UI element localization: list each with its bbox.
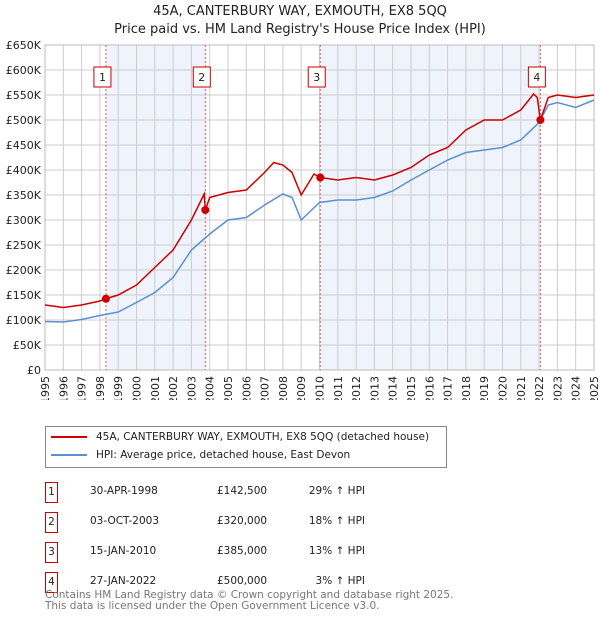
sale-marker-label: 2: [198, 71, 205, 84]
sale-point: [536, 116, 545, 124]
sale-number: 1: [45, 482, 58, 503]
legend-label: 45A, CANTERBURY WAY, EXMOUTH, EX8 5QQ (d…: [96, 431, 430, 443]
x-tick-label: 2006: [240, 376, 253, 400]
x-tick-label: 2007: [259, 376, 272, 400]
x-tick-label: 2021: [515, 376, 528, 400]
footer: Contains HM Land Registry data © Crown c…: [45, 590, 453, 612]
footer-line: This data is licensed under the Open Gov…: [45, 600, 380, 612]
legend-label: HPI: Average price, detached house, East…: [96, 449, 351, 461]
legend-item-hpi: HPI: Average price, detached house, East…: [51, 449, 350, 461]
sale-row: 3 15-JAN-2010 £385,000 13% ↑ HPI: [45, 542, 385, 563]
x-tick-label: 2000: [131, 376, 144, 400]
chart-subtitle: Price paid vs. HM Land Registry's House …: [114, 22, 486, 37]
y-tick-label: £300K: [6, 214, 42, 227]
legend-item-property: 45A, CANTERBURY WAY, EXMOUTH, EX8 5QQ (d…: [51, 431, 429, 443]
x-tick-label: 2020: [497, 376, 510, 400]
sale-marker-box: [93, 66, 112, 88]
x-tick-label: 1999: [112, 376, 125, 400]
footer-line: Contains HM Land Registry data © Crown c…: [45, 589, 454, 601]
sale-marker-box: [192, 66, 211, 88]
sale-marker-box: [527, 66, 546, 88]
sale-marker-label: 3: [313, 71, 320, 84]
sale-hpi: 13% ↑ HPI: [308, 545, 365, 557]
y-tick-label: £0: [27, 364, 41, 377]
legend: 45A, CANTERBURY WAY, EXMOUTH, EX8 5QQ (d…: [45, 426, 447, 468]
chart-title: 45A, CANTERBURY WAY, EXMOUTH, EX8 5QQ: [153, 4, 447, 19]
x-tick-label: 2009: [295, 376, 308, 400]
sale-hpi: 18% ↑ HPI: [308, 515, 365, 527]
x-tick-label: 2002: [167, 376, 180, 400]
sale-marker-box: [307, 66, 326, 88]
x-tick-label: 2022: [533, 376, 546, 400]
y-tick-label: £350K: [6, 189, 42, 202]
sale-price: £320,000: [217, 515, 268, 527]
shaded-range: [105, 45, 206, 370]
sale-row: 1 30-APR-1998 £142,500 29% ↑ HPI: [45, 482, 385, 503]
sale-hpi: 29% ↑ HPI: [308, 485, 365, 497]
sale-row: 2 03-OCT-2003 £320,000 18% ↑ HPI: [45, 512, 385, 533]
plot-area: 1995 1996 1997 1998 1999 2000 2001 2002 2003 2004…: [6, 39, 600, 400]
x-tick-label: 2014: [387, 376, 400, 400]
series-line: [44, 92, 595, 309]
sale-price: £500,000: [217, 575, 268, 587]
sale-date: 30-APR-1998: [90, 485, 158, 497]
sale-marker-label: 4: [533, 71, 540, 84]
x-tick-label: 1995: [39, 376, 52, 400]
sale-date: 15-JAN-2010: [90, 545, 157, 557]
x-tick-label: 2010: [314, 376, 327, 400]
x-tick-label: 2003: [185, 376, 198, 400]
sale-hpi: 3% ↑ HPI: [315, 575, 365, 587]
y-tick-label: £250K: [6, 239, 42, 252]
y-tick-label: £150K: [6, 289, 42, 302]
x-tick-label: 1997: [76, 376, 89, 400]
x-tick-label: 2018: [460, 376, 473, 400]
sale-point: [201, 206, 210, 214]
x-tick-label: 1996: [57, 376, 70, 400]
x-tick-label: 2008: [277, 376, 290, 400]
sale-price: £385,000: [217, 545, 268, 557]
x-tick-label: 2023: [551, 376, 564, 400]
sale-number: 3: [45, 542, 58, 563]
x-tick-label: 2011: [332, 376, 345, 400]
x-tick-label: 2005: [222, 376, 235, 400]
series-line: [44, 99, 595, 323]
y-tick-label: £600K: [6, 64, 42, 77]
sale-point: [316, 173, 325, 182]
sale-number: 2: [45, 512, 58, 533]
y-tick-label: £650K: [6, 39, 42, 52]
sale-date: 27-JAN-2022: [90, 575, 157, 587]
sale-point: [101, 294, 110, 303]
shaded-range: [320, 45, 541, 370]
x-tick-label: 2013: [368, 376, 381, 400]
y-tick-label: £400K: [6, 164, 42, 177]
x-tick-label: 2016: [423, 376, 436, 400]
x-tick-label: 2025: [588, 376, 600, 400]
x-tick-label: 2017: [442, 376, 455, 400]
y-tick-label: £450K: [6, 139, 42, 152]
sale-row: 4 27-JAN-2022 £500,000 3% ↑ HPI: [45, 572, 385, 593]
x-tick-label: 2004: [204, 376, 217, 400]
x-tick-label: 2015: [405, 376, 418, 400]
sale-date: 03-OCT-2003: [90, 515, 159, 527]
x-tick-label: 2012: [350, 376, 363, 400]
plot-frame: [44, 44, 595, 371]
sale-number: 4: [45, 572, 58, 593]
y-tick-label: £550K: [6, 89, 42, 102]
x-tick-label: 2024: [570, 376, 583, 400]
y-tick-label: £200K: [6, 264, 42, 277]
y-tick-label: £50K: [13, 339, 42, 352]
sale-price: £142,500: [217, 485, 268, 497]
y-tick-label: £100K: [6, 314, 42, 327]
sale-marker-label: 1: [99, 71, 106, 84]
x-tick-label: 2001: [149, 376, 162, 400]
y-tick-label: £500K: [6, 114, 42, 127]
x-tick-label: 2019: [478, 376, 491, 400]
x-tick-label: 1998: [94, 376, 107, 400]
